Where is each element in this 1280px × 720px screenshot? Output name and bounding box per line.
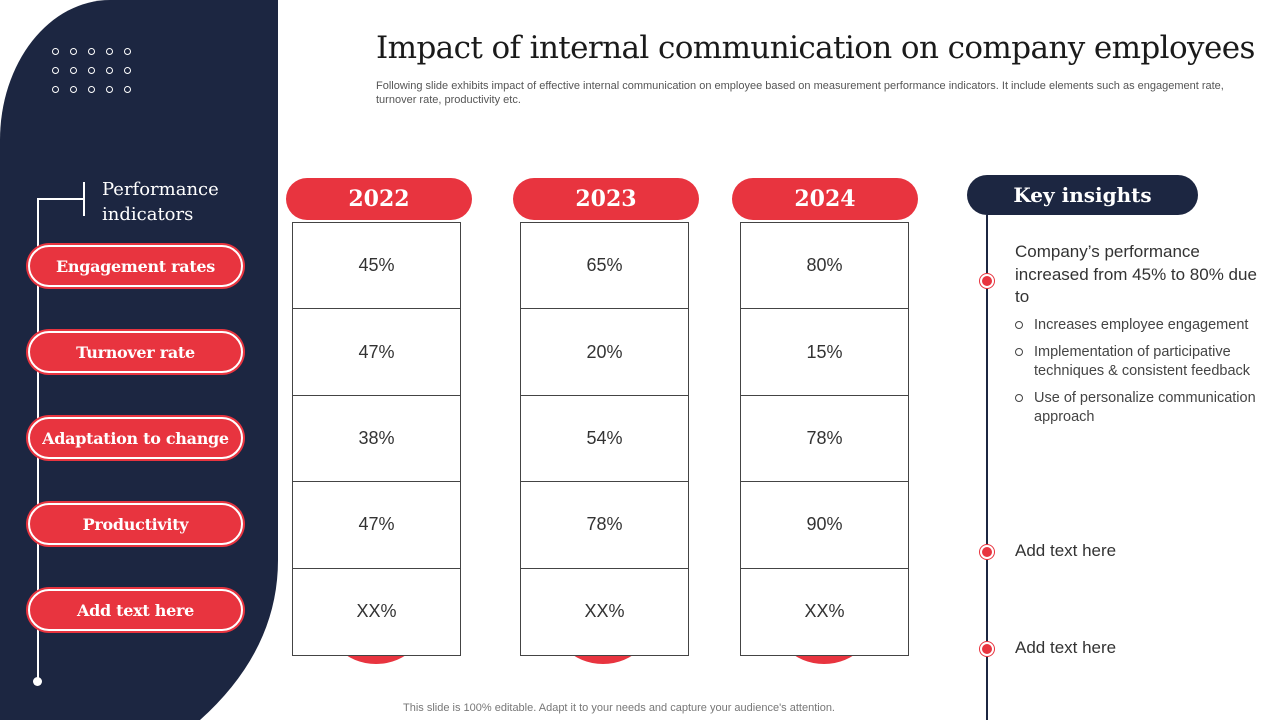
insight-bullet-text: Increases employee engagement xyxy=(1034,317,1249,333)
insight-add-text-1: Add text here xyxy=(1015,541,1117,560)
column-table-2022: 45% 47% 38% 47% XX% xyxy=(292,222,461,656)
circle-bullet-icon xyxy=(1015,347,1023,356)
performance-indicators-heading: Performance indicators xyxy=(102,179,219,225)
indicator-engagement-rates: Engagement rates xyxy=(28,245,243,287)
circle-bullet-icon xyxy=(1015,393,1023,402)
footer-note: This slide is 100% editable. Adapt it to… xyxy=(403,702,835,714)
year-header-2023: 2023 xyxy=(513,178,699,220)
circle-bullet-icon xyxy=(1015,321,1023,329)
list-item: Increases employee engagement xyxy=(1015,316,1260,336)
decorative-dots xyxy=(52,48,142,93)
insight-main-point: Company’s performance increased from 45%… xyxy=(1015,242,1257,306)
table-cell: 65% xyxy=(521,223,688,310)
insight-add-text-2: Add text here xyxy=(1015,638,1117,657)
insight-bullet-text: Use of personalize communication approac… xyxy=(1034,389,1256,426)
table-cell: 20% xyxy=(521,309,688,396)
table-cell: 80% xyxy=(741,223,908,310)
table-cell: XX% xyxy=(356,601,397,622)
table-cell: XX% xyxy=(584,601,625,622)
table-cell: 45% xyxy=(293,223,460,310)
table-cell: 15% xyxy=(741,309,908,396)
year-header-2024: 2024 xyxy=(732,178,918,220)
indicator-turnover-rate: Turnover rate xyxy=(28,331,243,373)
table-cell: 90% xyxy=(741,482,908,569)
column-table-2024: 80% 15% 78% 90% XX% xyxy=(740,222,909,656)
list-item: Implementation of participative techniqu… xyxy=(1015,343,1260,382)
table-cell: 78% xyxy=(521,482,688,569)
timeline-dot xyxy=(980,545,994,559)
year-header-2022: 2022 xyxy=(286,178,472,220)
indicator-adaptation-to-change: Adaptation to change xyxy=(28,417,243,459)
table-cell: 38% xyxy=(293,396,460,483)
insights-timeline xyxy=(986,215,988,720)
column-table-2023: 65% 20% 54% 78% XX% xyxy=(520,222,689,656)
table-cell: 47% xyxy=(293,309,460,396)
bracket-end-dot xyxy=(33,677,42,686)
timeline-dot xyxy=(980,642,994,656)
table-cell: 47% xyxy=(293,482,460,569)
panel-right-curve xyxy=(200,0,280,720)
bracket-top xyxy=(37,198,85,200)
table-cell: 54% xyxy=(521,396,688,483)
timeline-dot xyxy=(980,274,994,288)
indicator-productivity: Productivity xyxy=(28,503,243,545)
indicator-add-text: Add text here xyxy=(28,589,243,631)
table-cell: 78% xyxy=(741,396,908,483)
bracket-tick xyxy=(83,182,85,216)
insight-bullet-list: Increases employee engagement Implementa… xyxy=(1015,316,1260,435)
list-item: Use of personalize communication approac… xyxy=(1015,389,1260,428)
page-subtitle: Following slide exhibits impact of effec… xyxy=(376,80,1224,106)
insight-bullet-text: Implementation of participative techniqu… xyxy=(1034,343,1251,380)
table-cell: XX% xyxy=(804,601,845,622)
key-insights-heading: Key insights xyxy=(967,175,1198,215)
page-title: Impact of internal communication on comp… xyxy=(376,30,1255,66)
